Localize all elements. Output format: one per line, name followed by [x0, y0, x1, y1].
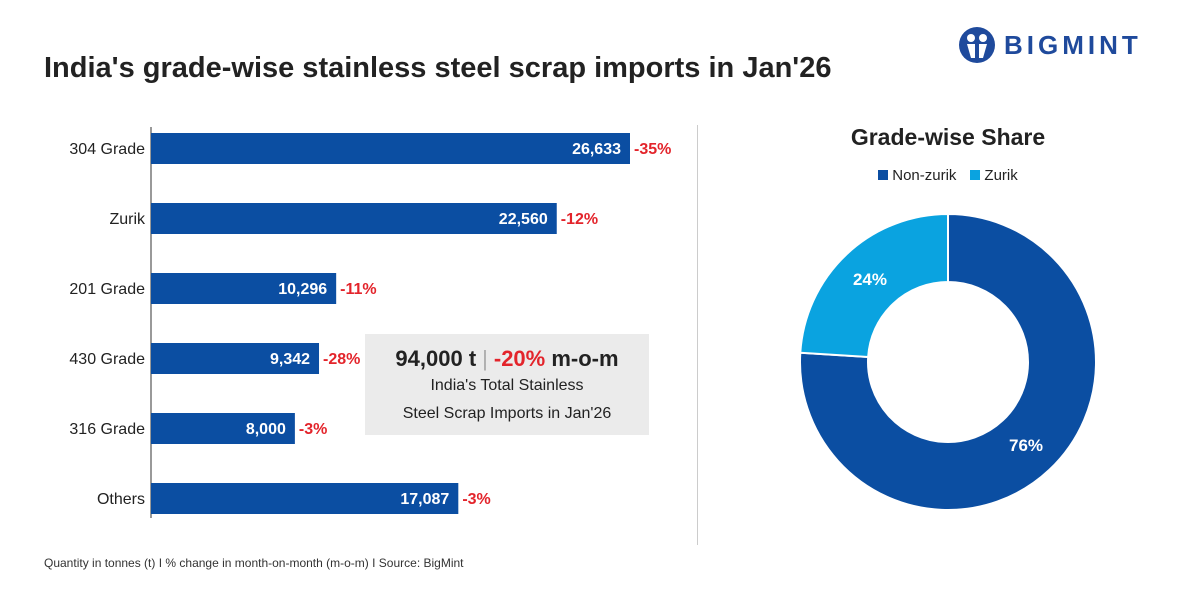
donut-slice	[799, 212, 1097, 511]
change-label: -28%	[323, 351, 360, 368]
summary-line1: India's Total Stainless	[430, 377, 584, 394]
summary-change: -20%	[493, 346, 546, 371]
summary-unit: m-o-m	[551, 346, 619, 371]
bar	[151, 133, 630, 164]
bar	[151, 413, 295, 444]
logo-icon	[959, 27, 995, 63]
legend-label: Non-zurik	[892, 167, 957, 184]
bar-chart: 304 Grade 26,633 -35% Zurik 22,560 -12% 201 Gr…	[69, 127, 671, 518]
slice-label: 76%	[1009, 436, 1043, 455]
donut-slice	[799, 212, 949, 359]
category-label: 304 Grade	[69, 141, 145, 158]
category-label: 201 Grade	[69, 281, 145, 298]
page-title: India's grade-wise stainless steel scrap…	[44, 52, 832, 84]
value-label: 17,087	[400, 491, 449, 508]
slice-label: 24%	[853, 270, 887, 289]
legend: Non-zurik Zurik	[800, 167, 1096, 184]
category-label: Others	[97, 491, 145, 508]
change-label: -11%	[340, 281, 376, 298]
change-label: -35%	[634, 141, 671, 158]
category-label: 430 Grade	[69, 351, 145, 368]
change-label: -3%	[299, 421, 327, 438]
divider	[697, 125, 698, 545]
logo-text: BIGMINT	[1004, 29, 1142, 60]
value-label: 8,000	[246, 421, 286, 438]
legend-label: Zurik	[984, 167, 1018, 184]
change-label: -12%	[561, 211, 598, 228]
legend-item: Zurik	[970, 167, 1018, 184]
change-label: -3%	[462, 491, 490, 508]
summary-line2: Steel Scrap Imports in Jan'26	[402, 405, 612, 422]
bar	[151, 483, 459, 514]
footer-note: Quantity in tonnes (t) I % change in mon…	[44, 556, 464, 570]
legend-item: Non-zurik	[878, 167, 956, 184]
category-label: Zurik	[109, 211, 146, 228]
value-label: 9,342	[270, 351, 310, 368]
value-label: 22,560	[499, 211, 548, 228]
summary-box: 94,000 t | -20% m-o-m India's Total Stainl…	[365, 334, 649, 435]
summary-total: 94,000 t	[395, 346, 477, 371]
bigmint-logo: BIGMINT	[958, 26, 1142, 64]
value-label: 26,633	[572, 141, 621, 158]
bar	[151, 343, 320, 374]
bar	[151, 203, 557, 234]
donut-chart: 76% 24%	[799, 212, 1097, 511]
value-label: 10,296	[278, 281, 327, 298]
donut-title: Grade-wise Share	[850, 124, 1046, 150]
category-label: 316 Grade	[69, 421, 145, 438]
bar	[151, 273, 337, 304]
